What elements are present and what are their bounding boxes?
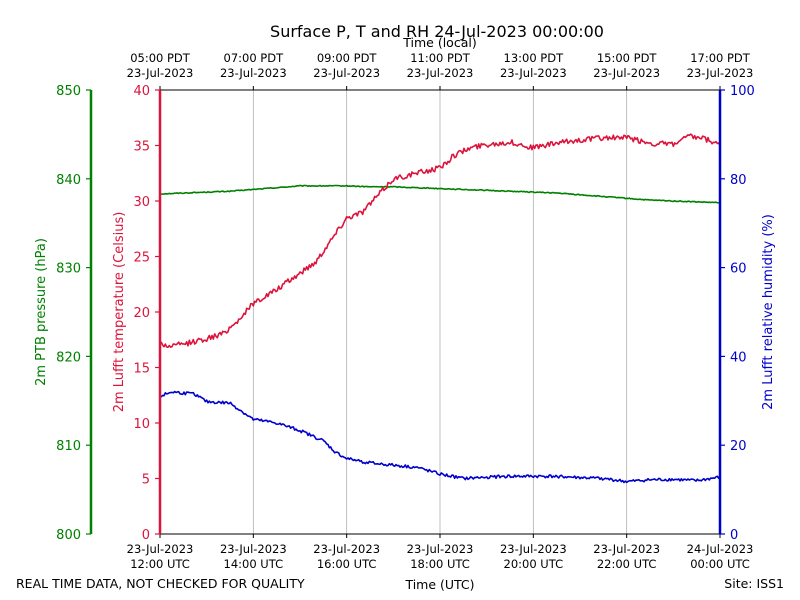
bottom-tick-label-date: 24-Jul-2023 (687, 542, 754, 556)
humidity-tick-label: 100 (730, 84, 755, 99)
bottom-tick-label-time: 20:00 UTC (504, 557, 564, 571)
chart-title: Surface P, T and RH 24-Jul-2023 00:00:00 (270, 22, 604, 41)
top-tick-label-date: 23-Jul-2023 (687, 66, 754, 80)
temperature-tick-label: 5 (142, 473, 150, 488)
humidity-tick-label: 80 (730, 173, 747, 188)
temperature-tick-label: 10 (133, 417, 150, 432)
bottom-tick-label-date: 23-Jul-2023 (220, 542, 287, 556)
temperature-tick-label: 35 (133, 140, 150, 155)
top-tick-label-date: 23-Jul-2023 (313, 66, 380, 80)
bottom-tick-label-time: 14:00 UTC (224, 557, 284, 571)
top-axis-label: Time (local) (402, 35, 476, 50)
humidity-tick-label: 40 (730, 350, 747, 365)
pressure-axis-label: 2m PTB pressure (hPa) (34, 238, 49, 386)
bottom-tick-label-time: 22:00 UTC (597, 557, 657, 571)
bottom-tick-label-date: 23-Jul-2023 (593, 542, 660, 556)
top-tick-label-date: 23-Jul-2023 (127, 66, 194, 80)
top-tick-label-time: 05:00 PDT (130, 51, 191, 65)
humidity-tick-label: 60 (730, 262, 747, 277)
temperature-tick-label: 25 (133, 251, 150, 266)
top-tick-label-date: 23-Jul-2023 (500, 66, 567, 80)
bottom-tick-label-time: 00:00 UTC (690, 557, 750, 571)
temperature-axis-label: 2m Lufft temperature (Celsius) (112, 212, 127, 413)
top-tick-label-time: 13:00 PDT (504, 51, 565, 65)
series-layer (159, 133, 721, 484)
pressure-tick-label: 830 (56, 262, 81, 277)
temperature-series-line (159, 133, 721, 349)
bottom-tick-label-time: 12:00 UTC (130, 557, 190, 571)
bottom-tick-label-date: 23-Jul-2023 (500, 542, 567, 556)
temperature-tick-label: 15 (133, 362, 150, 377)
humidity-tick-label: 20 (730, 439, 747, 454)
temperature-tick-label: 40 (133, 84, 150, 99)
pressure-tick-label: 800 (56, 528, 81, 543)
temperature-tick-label: 20 (133, 306, 150, 321)
top-tick-label-time: 15:00 PDT (597, 51, 658, 65)
bottom-axis-label: Time (UTC) (404, 577, 474, 592)
top-tick-label-time: 11:00 PDT (410, 51, 471, 65)
pressure-tick-label: 820 (56, 350, 81, 365)
temperature-tick-label: 30 (133, 195, 150, 210)
bottom-tick-label-date: 23-Jul-2023 (127, 542, 194, 556)
humidity-axis-label: 2m Lufft relative humidity (%) (761, 214, 776, 410)
site-label: Site: ISS1 (724, 576, 784, 591)
temperature-tick-label: 0 (142, 528, 150, 543)
bottom-tick-label-time: 18:00 UTC (410, 557, 470, 571)
pressure-tick-label: 810 (56, 439, 81, 454)
pressure-tick-label: 850 (56, 84, 81, 99)
top-tick-label-time: 17:00 PDT (690, 51, 751, 65)
top-tick-label-date: 23-Jul-2023 (220, 66, 287, 80)
humidity-series-line (159, 390, 721, 484)
humidity-tick-label: 0 (730, 528, 738, 543)
quality-disclaimer: REAL TIME DATA, NOT CHECKED FOR QUALITY (16, 576, 305, 591)
top-tick-label-date: 23-Jul-2023 (593, 66, 660, 80)
pressure-tick-label: 840 (56, 173, 81, 188)
pressure-series-line (159, 184, 721, 204)
top-tick-label-date: 23-Jul-2023 (407, 66, 474, 80)
grid (252, 90, 628, 534)
bottom-tick-label-date: 23-Jul-2023 (313, 542, 380, 556)
top-tick-label-time: 09:00 PDT (317, 51, 378, 65)
bottom-tick-label-date: 23-Jul-2023 (407, 542, 474, 556)
bottom-tick-label-time: 16:00 UTC (317, 557, 377, 571)
top-tick-label-time: 07:00 PDT (224, 51, 285, 65)
